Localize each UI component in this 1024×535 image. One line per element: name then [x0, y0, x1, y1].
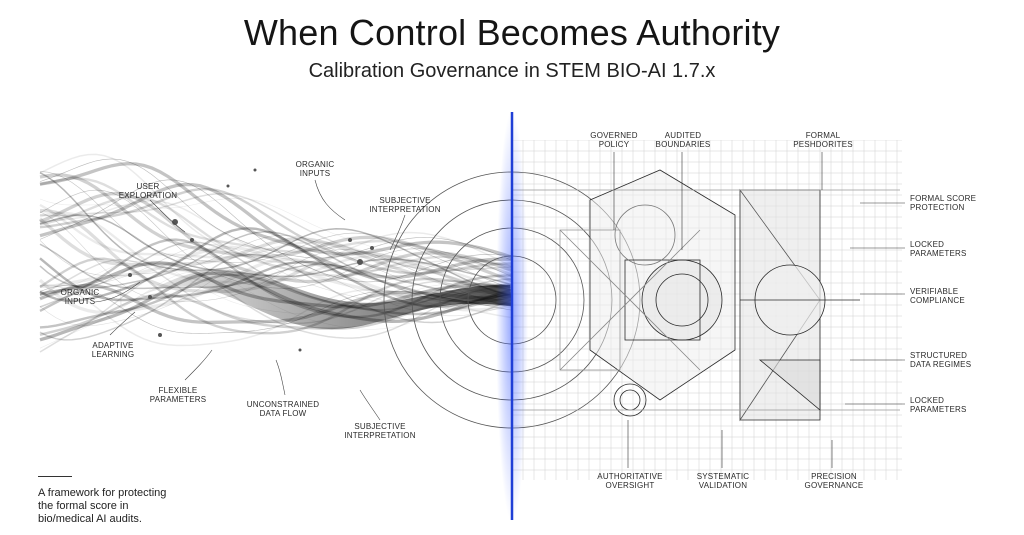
label-governed-policy: GOVERNED POLICY — [590, 131, 638, 149]
label-locked-parameters-1: LOCKED PARAMETERS — [910, 240, 967, 258]
label-audited-boundaries: AUDITED BOUNDARIES — [655, 131, 711, 149]
label-structured-data-regimes: STRUCTURED DATA REGIMES — [910, 351, 972, 369]
label-formal-peshdorites: FORMAL PESHDORITES — [793, 131, 853, 149]
particle-dot — [148, 295, 152, 299]
particle-dot — [226, 184, 230, 188]
wave-strand — [39, 243, 513, 301]
wave-strand — [39, 211, 513, 307]
footer-caption: A framework for protecting the formal sc… — [38, 487, 167, 525]
wave-strand — [39, 187, 513, 275]
wave-strand — [39, 177, 513, 276]
wave-strand — [39, 179, 513, 283]
wave-strand — [39, 171, 513, 289]
wave-strand — [39, 172, 513, 297]
left-leader-lines — [94, 179, 406, 421]
label-unconstrained-data-flow: UNCONSTRAINED DATA FLOW — [246, 400, 320, 418]
particle-dot — [128, 273, 132, 277]
wave-strand — [39, 153, 513, 268]
label-verifiable-compliance: VERIFIABLE COMPLIANCE — [910, 287, 965, 305]
particle-dot — [253, 168, 257, 172]
wave-strand — [39, 259, 513, 325]
wave-core-band — [120, 269, 512, 330]
wave-strand — [39, 257, 513, 335]
particle-dot — [357, 259, 363, 265]
wave-strand — [39, 192, 513, 272]
wave-strand — [39, 191, 513, 284]
wave-strand — [39, 173, 513, 283]
blueprint-geometry — [383, 169, 900, 429]
wave-strand — [39, 214, 513, 286]
right-leader-lines — [613, 152, 905, 468]
label-user-exploration: USER EXPLORATION — [118, 182, 178, 200]
wave-strand — [39, 195, 513, 277]
label-organic-inputs-top: ORGANIC INPUTS — [295, 160, 335, 178]
particle-dot — [158, 333, 162, 337]
organic-particles — [128, 168, 374, 352]
footer-rule — [38, 476, 72, 477]
organic-wave-flow — [38, 153, 513, 353]
label-formal-score-protection: FORMAL SCORE PROTECTION — [910, 194, 977, 212]
wave-strand — [39, 256, 513, 327]
label-subjective-interpretation-top: SUBJECTIVE INTERPRETATION — [369, 196, 441, 214]
label-precision-governance: PRECISION GOVERNANCE — [804, 472, 864, 490]
label-adaptive-learning: ADAPTIVE LEARNING — [91, 341, 135, 359]
wave-strand — [39, 269, 513, 353]
label-locked-parameters-2: LOCKED PARAMETERS — [910, 396, 967, 414]
particle-dot — [298, 348, 302, 352]
label-subjective-interpretation-bottom: SUBJECTIVE INTERPRETATION — [344, 422, 416, 440]
page-title: When Control Becomes Authority — [243, 12, 781, 53]
label-flexible-parameters: FLEXIBLE PARAMETERS — [149, 386, 207, 404]
wave-strand — [39, 198, 513, 270]
label-systematic-validation: SYSTEMATIC VALIDATION — [696, 472, 750, 490]
particle-dot — [348, 238, 352, 242]
wave-strand — [39, 161, 513, 259]
wave-strand — [39, 235, 513, 298]
wave-strand — [39, 182, 513, 279]
wave-strand — [38, 217, 512, 295]
particle-dot — [172, 219, 178, 225]
wave-strand — [39, 203, 513, 291]
label-organic-inputs-left: ORGANIC INPUTS — [60, 288, 100, 306]
wave-strand — [39, 200, 513, 272]
particle-dot — [370, 246, 374, 250]
page-subtitle: Calibration Governance in STEM BIO-AI 1.… — [308, 60, 716, 82]
particle-dot — [190, 238, 194, 242]
label-authoritative-oversight: AUTHORITATIVE OVERSIGHT — [597, 472, 663, 490]
